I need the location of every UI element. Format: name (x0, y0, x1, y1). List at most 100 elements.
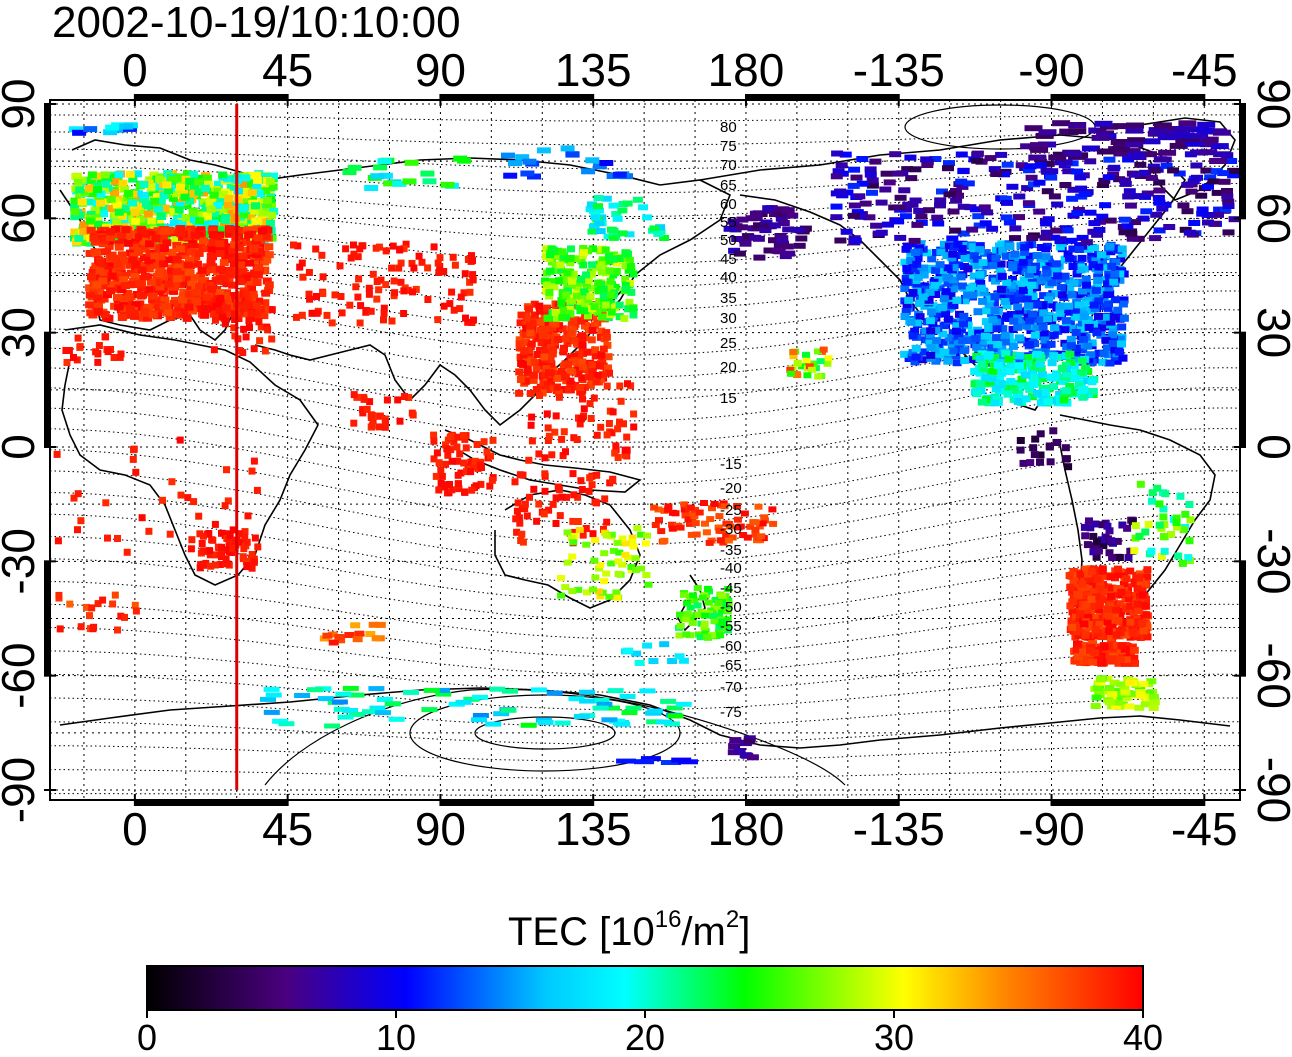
tec-sample (545, 292, 554, 300)
tec-sample (408, 259, 416, 267)
tec-sample (762, 205, 775, 212)
tec-sample (566, 259, 575, 267)
tec-sample (1074, 381, 1084, 389)
tec-sample (621, 275, 630, 283)
contour-line (50, 580, 1240, 640)
tec-sample (1026, 327, 1036, 334)
tec-sample (988, 166, 1001, 173)
tec-sample (1047, 359, 1057, 367)
tec-sample (110, 189, 119, 197)
tec-sample (559, 276, 568, 284)
tec-sample (768, 237, 780, 244)
tec-sample (1065, 382, 1075, 390)
tec-sample (218, 171, 228, 179)
tec-sample (1105, 598, 1114, 606)
tec-sample (1009, 317, 1019, 325)
tec-sample (123, 239, 133, 247)
tec-sample (735, 224, 748, 231)
tec-sample (578, 358, 587, 366)
tec-sample (75, 186, 85, 194)
tec-sample (1007, 281, 1017, 289)
tec-sample (101, 180, 111, 188)
tec-sample (1178, 120, 1197, 127)
tec-sample (977, 350, 987, 358)
tec-sample (1002, 312, 1012, 320)
tec-sample (902, 301, 912, 309)
tec-sample (1098, 567, 1107, 575)
tec-sample (1081, 364, 1091, 372)
tec-sample (577, 415, 585, 423)
tec-sample (354, 253, 362, 261)
tec-sample (435, 459, 443, 467)
tec-sample (1021, 281, 1031, 289)
tec-sample (1064, 463, 1073, 471)
tec-sample (185, 256, 194, 264)
tec-sample (943, 279, 953, 287)
tec-sample (1143, 566, 1152, 574)
tec-sample (117, 251, 127, 259)
tec-sample (955, 151, 968, 158)
tec-sample (215, 205, 225, 213)
tec-sample (1021, 308, 1031, 316)
tec-sample (693, 585, 702, 592)
tec-sample (546, 369, 555, 377)
tec-sample (610, 255, 618, 263)
tec-sample (1125, 141, 1144, 148)
tec-sample (1050, 267, 1060, 275)
tec-sample (187, 248, 196, 256)
tec-sample (248, 551, 256, 558)
tec-sample (569, 383, 578, 391)
tec-sample (207, 562, 215, 570)
tec-sample (155, 198, 165, 206)
tec-sample (147, 278, 156, 286)
tec-sample (1160, 162, 1173, 169)
tec-sample (559, 452, 567, 460)
tec-sample (894, 194, 907, 201)
tec-sample (1152, 194, 1165, 201)
tec-sample (543, 410, 551, 418)
tec-sample (1034, 162, 1047, 169)
tec-sample (619, 694, 636, 699)
tec-sample (1091, 231, 1104, 238)
tec-sample (223, 201, 233, 209)
tec-sample (751, 526, 760, 533)
tec-sample (1116, 629, 1125, 637)
tec-sample (1046, 373, 1056, 381)
tec-sample (1125, 230, 1138, 237)
tec-sample (1029, 444, 1038, 452)
tec-sample (293, 313, 300, 321)
tec-sample (1093, 575, 1102, 583)
tec-sample (578, 374, 587, 382)
tec-sample (1064, 284, 1074, 292)
tec-sample (1117, 323, 1127, 331)
tec-sample (1074, 623, 1083, 631)
tec-sample (68, 126, 83, 133)
tec-sample (137, 266, 147, 274)
tec-sample (1142, 138, 1161, 145)
tec-sample (148, 292, 158, 300)
tec-sample (1212, 129, 1231, 136)
tec-sample (1062, 343, 1072, 351)
tec-sample (969, 272, 979, 280)
tec-sample (1128, 628, 1137, 636)
tec-sample (1004, 219, 1016, 226)
tec-sample (147, 217, 157, 225)
tec-sample (1067, 619, 1076, 627)
tec-sample (1098, 257, 1108, 265)
tec-sample (741, 233, 754, 240)
tec-sample (366, 398, 374, 406)
tec-sample (975, 380, 985, 388)
tec-sample (242, 227, 252, 235)
tec-sample (224, 205, 234, 213)
tec-sample (555, 393, 563, 401)
tec-sample (1074, 278, 1084, 286)
tec-sample (921, 162, 934, 168)
tec-sample (178, 189, 188, 197)
tec-sample (74, 490, 82, 498)
tec-sample (1045, 442, 1054, 450)
tec-sample (749, 234, 762, 241)
tec-sample (147, 231, 157, 239)
tec-sample (760, 219, 773, 226)
tec-sample (541, 277, 549, 285)
tec-sample (121, 226, 131, 234)
